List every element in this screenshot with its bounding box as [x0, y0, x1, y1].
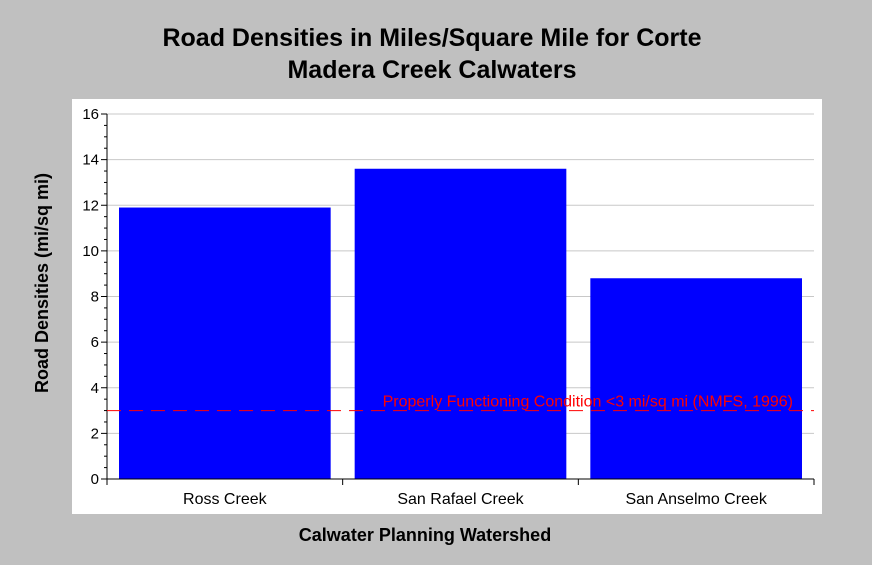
y-tick-label: 2 — [91, 425, 99, 442]
bar — [354, 168, 567, 479]
bars — [119, 168, 802, 479]
x-tick-label: San Anselmo Creek — [625, 491, 767, 508]
reference-line-group: Properly Functioning Condition <3 mi/sq … — [107, 394, 814, 412]
x-tick-label: San Rafael Creek — [397, 491, 524, 508]
y-tick-label: 12 — [82, 197, 99, 214]
y-tick-label: 4 — [91, 380, 99, 397]
chart-title: Road Densities in Miles/Square Mile for … — [0, 22, 864, 86]
y-tick-label: 16 — [82, 106, 99, 123]
x-tick-label: Ross Creek — [183, 491, 268, 508]
chart-title-line-2: Madera Creek Calwaters — [287, 56, 577, 84]
y-tick-label: 14 — [82, 152, 99, 169]
y-tick-label: 10 — [82, 243, 99, 260]
y-axis-title: Road Densities (mi/sq mi) — [32, 173, 52, 393]
bar — [590, 278, 802, 479]
y-tick-label: 6 — [91, 334, 99, 351]
bar — [119, 207, 331, 479]
axes: 0 2 4 6 8 10 12 14 16 Ross Creek San Rafael Creek S… — [82, 106, 815, 508]
y-tick-label: 0 — [91, 471, 99, 488]
reference-line-label: Properly Functioning Condition <3 mi/sq … — [383, 394, 793, 411]
y-tick-label: 8 — [91, 289, 99, 306]
x-axis-title: Calwater Planning Watershed — [299, 525, 551, 545]
chart-title-line-1: Road Densities in Miles/Square Mile for … — [162, 24, 702, 52]
